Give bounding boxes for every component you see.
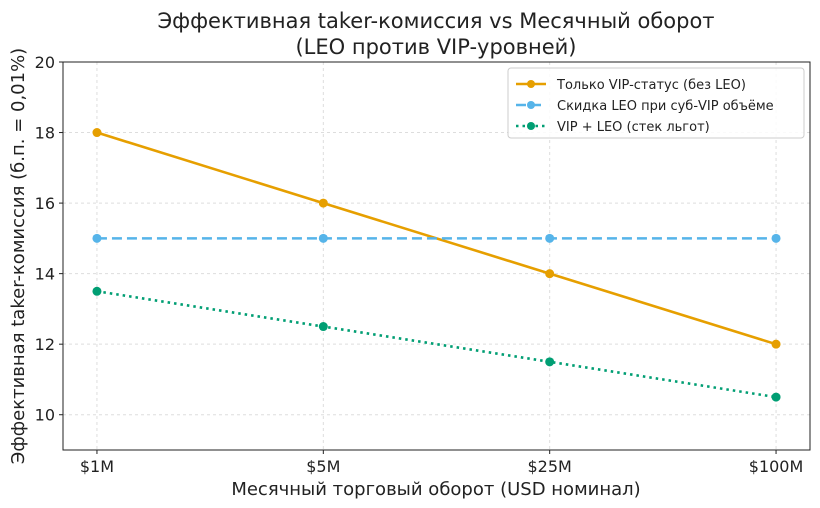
x-tick-label: $100M <box>749 457 804 476</box>
legend: Только VIP-статус (без LEO) Скидка LEO пр… <box>507 67 805 139</box>
y-tick-label: 10 <box>35 406 55 425</box>
x-axis-label: Месячный торговый оборот (USD номинал) <box>231 479 640 500</box>
series-line <box>96 289 777 399</box>
y-tick-label: 14 <box>35 265 55 284</box>
chart-title-line-2: (LEO против VIP-уровней) <box>295 35 576 59</box>
data-point <box>545 233 555 243</box>
data-point <box>545 357 555 367</box>
y-axis-label: Эффективная taker-комиссия (б.п. = 0,01%… <box>8 48 29 464</box>
legend-label: Только VIP-статус (без LEO) <box>556 78 746 93</box>
data-point <box>92 128 102 138</box>
data-point <box>318 233 328 243</box>
plot-frame <box>62 61 811 451</box>
y-tick-label: 20 <box>35 53 55 72</box>
chart-title-line-1: Эффективная taker-комиссия vs Месячный о… <box>157 9 714 33</box>
x-tick-label: $1M <box>80 457 114 476</box>
data-point <box>545 269 555 279</box>
legend-marker <box>527 122 535 130</box>
y-tick-label: 18 <box>35 124 55 143</box>
legend-marker <box>527 80 535 88</box>
x-tick-label: $5M <box>306 457 340 476</box>
data-point <box>771 392 781 402</box>
data-point <box>92 233 102 243</box>
data-point <box>318 198 328 208</box>
legend-label: Скидка LEO при суб-VIP объёме <box>557 99 774 114</box>
data-point <box>771 339 781 349</box>
legend-marker <box>527 101 535 109</box>
x-tick-label: $25M <box>528 457 572 476</box>
y-tick-label: 16 <box>35 194 55 213</box>
legend-label: VIP + LEO (стек льгот) <box>557 120 710 135</box>
data-point <box>318 322 328 332</box>
data-point <box>771 233 781 243</box>
y-tick-label: 12 <box>35 335 55 354</box>
data-point <box>92 286 102 296</box>
